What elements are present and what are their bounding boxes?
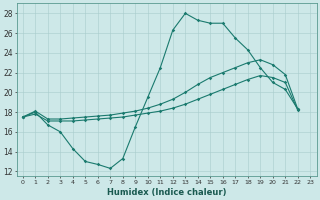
X-axis label: Humidex (Indice chaleur): Humidex (Indice chaleur) xyxy=(107,188,226,197)
